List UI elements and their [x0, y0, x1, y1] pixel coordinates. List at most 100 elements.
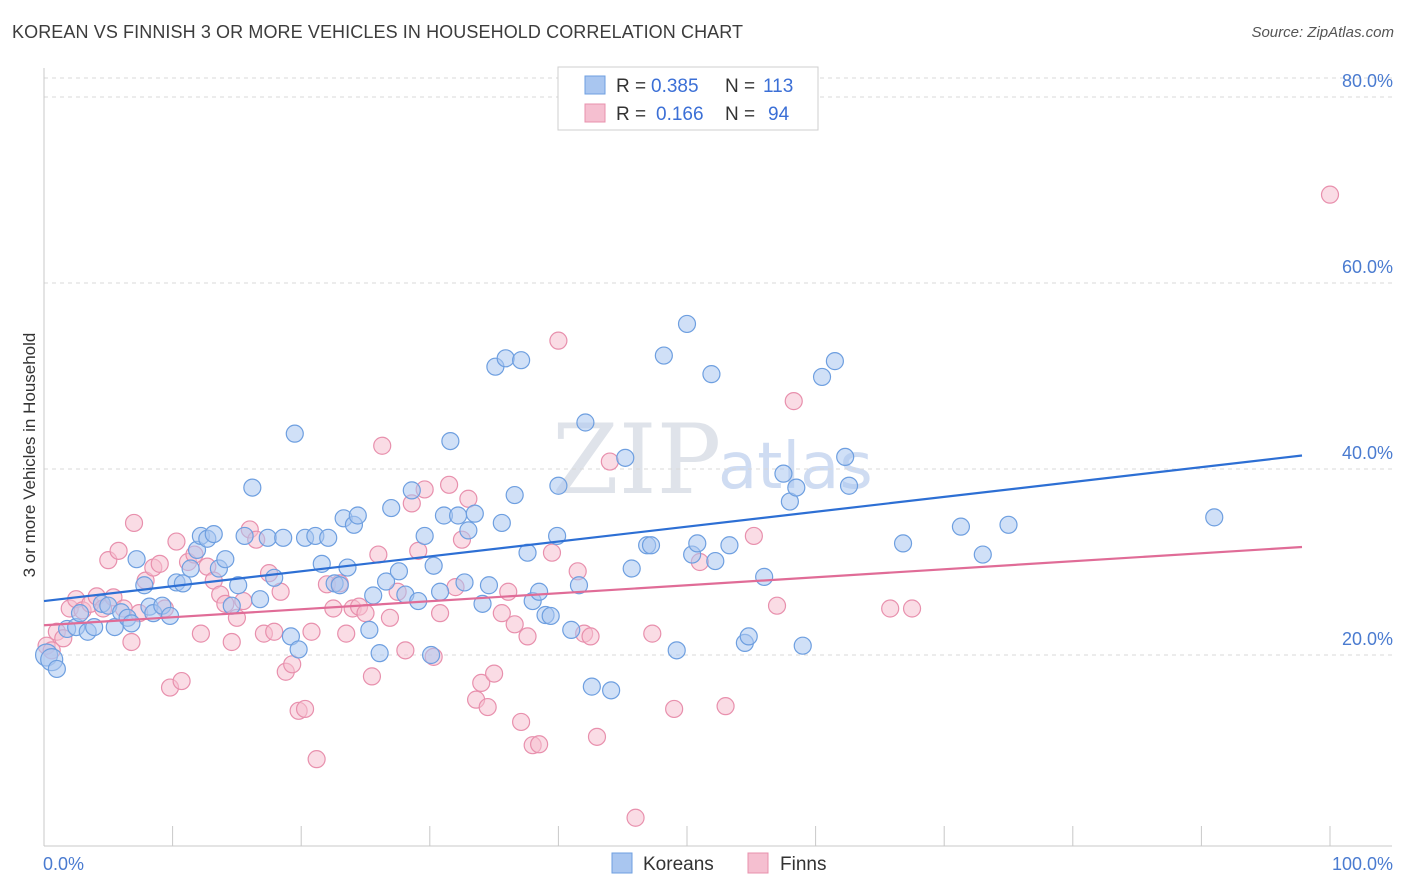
finn-point-83 [581, 627, 600, 646]
bottom-legend: Koreans Finns [611, 852, 826, 875]
korean-point-65 [448, 506, 468, 525]
finn-point-69 [472, 673, 491, 693]
korean-point-112 [951, 517, 971, 536]
korean-point-33 [250, 590, 270, 609]
korean-point-5 [70, 604, 90, 623]
chart-title: KOREAN VS FINNISH 3 OR MORE VEHICLES IN … [12, 22, 744, 42]
x-tick-label-min: 0.0% [43, 854, 84, 874]
bottom-legend-koreans: Koreans [643, 854, 714, 875]
korean-point-113 [973, 545, 992, 564]
korean-point-75 [512, 351, 531, 370]
axes [43, 68, 1392, 847]
finn-point-31 [222, 632, 241, 652]
legend-finn-n-value: 94 [768, 104, 790, 125]
trend-lines [43, 454, 1303, 627]
korean-point-74 [505, 485, 524, 505]
finn-point-26 [191, 624, 210, 643]
finn-point-71 [485, 664, 504, 683]
korean-point-57 [402, 481, 421, 500]
finn-point-49 [337, 624, 356, 643]
y-tick-label-60: 60.0% [1342, 257, 1393, 277]
korean-point-60 [421, 645, 441, 665]
y-tick-label-20: 20.0% [1342, 629, 1393, 649]
korean-point-98 [706, 551, 725, 571]
y-tick-label-80: 80.0% [1342, 71, 1393, 91]
finn-point-91 [744, 526, 763, 546]
korean-point-38 [285, 424, 304, 443]
korean-point-88 [616, 448, 635, 467]
finn-point-75 [512, 712, 531, 732]
bottom-legend-finns: Finns [780, 854, 826, 875]
legend-finn-swatch [584, 103, 606, 123]
korean-point-105 [787, 478, 806, 497]
finn-point-38 [265, 622, 284, 641]
korean-point-93 [667, 641, 686, 660]
korean-point-32 [243, 478, 262, 497]
finn-point-15 [124, 513, 144, 533]
finn-point-19 [150, 554, 169, 573]
finn-point-12 [109, 541, 128, 560]
korean-point-73 [496, 349, 515, 368]
korean-point-36 [274, 528, 293, 547]
finn-point-22 [167, 532, 186, 551]
korean-point-13 [122, 614, 141, 633]
korean-point-53 [376, 572, 396, 591]
korean-point-51 [364, 586, 383, 605]
finn-point-84 [587, 727, 607, 746]
korean-point-49 [348, 506, 367, 525]
korean-point-35 [265, 568, 284, 587]
korean-point-59 [415, 526, 434, 546]
legend-finn-r-value: 0.166 [656, 104, 704, 125]
korean-point-62 [430, 582, 450, 601]
legend-box: R = 0.385 N = 113 R = 0.166 N = 94 [557, 66, 819, 131]
korean-point-29 [222, 596, 241, 615]
korean-point-28 [216, 550, 235, 569]
korean-point-114 [999, 515, 1018, 534]
finn-point-44 [302, 622, 321, 641]
finn-point-55 [373, 436, 392, 455]
finn-point-43 [295, 699, 315, 719]
korean-point-50 [360, 620, 379, 639]
finn-point-56 [380, 608, 400, 627]
korean-point-84 [569, 576, 589, 595]
korean-point-85 [576, 413, 595, 432]
korean-point-108 [825, 352, 844, 371]
korean-point-43 [319, 528, 338, 547]
korean-point-52 [370, 644, 389, 663]
korean-point-78 [530, 582, 549, 601]
korean-point-45 [330, 576, 349, 595]
korean-point-55 [389, 562, 409, 581]
finn-point-95 [902, 599, 922, 618]
korean-point-102 [755, 567, 774, 586]
korean-point-31 [235, 526, 254, 546]
korean-point-69 [473, 594, 492, 613]
korean-point-103 [774, 464, 793, 483]
x-tick-label-max: 100.0% [1332, 854, 1393, 874]
finn-point-54 [369, 545, 388, 564]
korean-point-70 [479, 576, 499, 595]
korean-point-61 [424, 556, 443, 575]
korean-point-89 [622, 559, 641, 578]
korean-point-39 [289, 640, 308, 659]
legend-korean-r-value: 0.385 [651, 76, 699, 97]
finn-point-93 [784, 392, 803, 411]
korean-point-107 [812, 367, 832, 387]
legend-finn-n-label: N = [725, 104, 755, 125]
finn-point-88 [665, 699, 684, 719]
y-tick-label-40: 40.0% [1342, 443, 1393, 463]
finn-point-94 [881, 599, 900, 618]
korean-point-30 [229, 576, 248, 595]
finn-point-80 [549, 331, 568, 350]
korean-point-99 [720, 536, 739, 555]
korean-point-68 [465, 504, 484, 523]
finn-point-23 [172, 671, 191, 691]
finn-point-53 [362, 667, 382, 686]
finn-point-78 [530, 735, 549, 754]
korean-point-101 [739, 627, 758, 646]
legend-korean-n-value: 113 [763, 76, 793, 97]
finn-point-92 [767, 596, 787, 615]
finn-point-45 [307, 750, 326, 769]
finn-point-79 [542, 543, 562, 562]
korean-point-109 [836, 447, 855, 467]
